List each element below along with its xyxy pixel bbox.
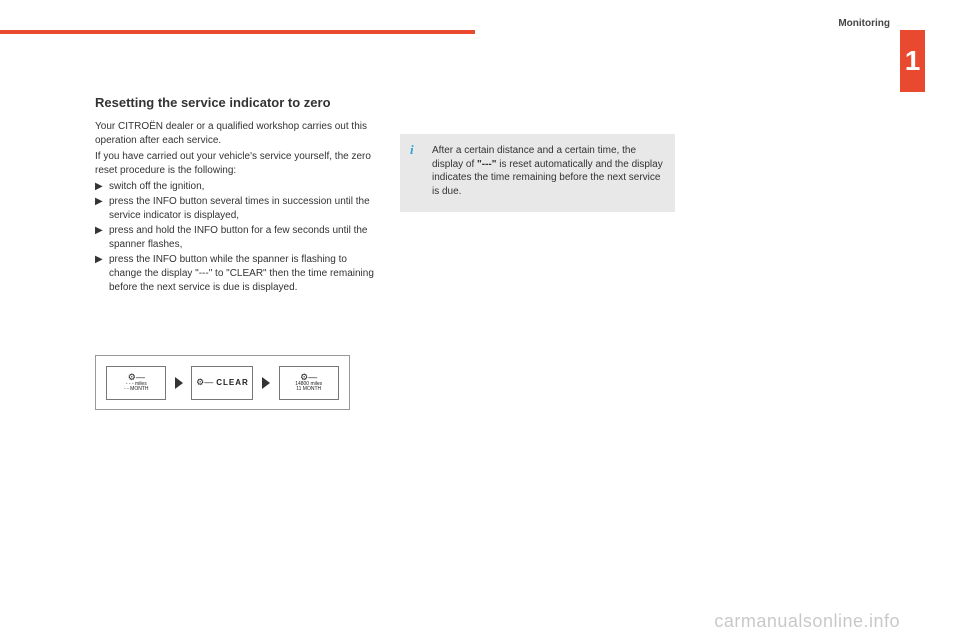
steps-list: ▶ switch off the ignition, ▶ press the INF… xyxy=(95,180,375,295)
chapter-tab: 1 xyxy=(900,30,925,92)
spanner-icon: ⚙— xyxy=(196,378,213,387)
diagram-panel-3: ⚙— 14800 miles 11 MONTH xyxy=(279,366,339,400)
step-item: ▶ press the INFO button while the spanner… xyxy=(95,253,375,295)
step-text: press and hold the INFO button for a few… xyxy=(109,225,367,250)
step-text: press the INFO button while the spanner … xyxy=(109,254,374,293)
body-text: Your CITROËN dealer or a qualified works… xyxy=(95,120,375,295)
chapter-number: 1 xyxy=(905,45,921,77)
intro-paragraph-2: If you have carried out your vehicle's s… xyxy=(95,150,375,178)
step-item: ▶ switch off the ignition, xyxy=(95,180,375,194)
info-text-bold: "---" xyxy=(477,159,496,170)
bullet-icon: ▶ xyxy=(95,253,103,267)
info-icon: i xyxy=(410,142,414,158)
diagram-panel-2: ⚙— CLEAR xyxy=(191,366,253,400)
bullet-icon: ▶ xyxy=(95,195,103,209)
info-text: After a certain distance and a certain t… xyxy=(432,144,663,198)
bullet-icon: ▶ xyxy=(95,224,103,238)
diagram-panel-1: ⚙— - - - miles - - MONTH xyxy=(106,366,166,400)
panel3-line2: 11 MONTH xyxy=(296,387,321,393)
step-text: switch off the ignition, xyxy=(109,181,204,192)
section-header: Monitoring xyxy=(838,18,890,29)
arrow-icon xyxy=(262,377,270,389)
panel2-label: CLEAR xyxy=(216,378,249,387)
step-item: ▶ press and hold the INFO button for a fe… xyxy=(95,224,375,252)
page: Monitoring 1 Resetting the service indic… xyxy=(0,0,960,640)
main-content: Resetting the service indicator to zero … xyxy=(95,95,375,296)
top-accent-bar xyxy=(0,30,475,34)
bullet-icon: ▶ xyxy=(95,180,103,194)
reset-diagram: ⚙— - - - miles - - MONTH ⚙— CLEAR ⚙— 148… xyxy=(95,355,350,410)
info-box: i After a certain distance and a certain… xyxy=(400,134,675,212)
intro-paragraph-1: Your CITROËN dealer or a qualified works… xyxy=(95,120,375,148)
section-title: Resetting the service indicator to zero xyxy=(95,95,375,112)
arrow-icon xyxy=(175,377,183,389)
step-text: press the INFO button several times in s… xyxy=(109,196,370,221)
step-item: ▶ press the INFO button several times in … xyxy=(95,195,375,223)
panel1-line2: - - MONTH xyxy=(124,387,148,393)
watermark: carmanualsonline.info xyxy=(714,611,900,632)
